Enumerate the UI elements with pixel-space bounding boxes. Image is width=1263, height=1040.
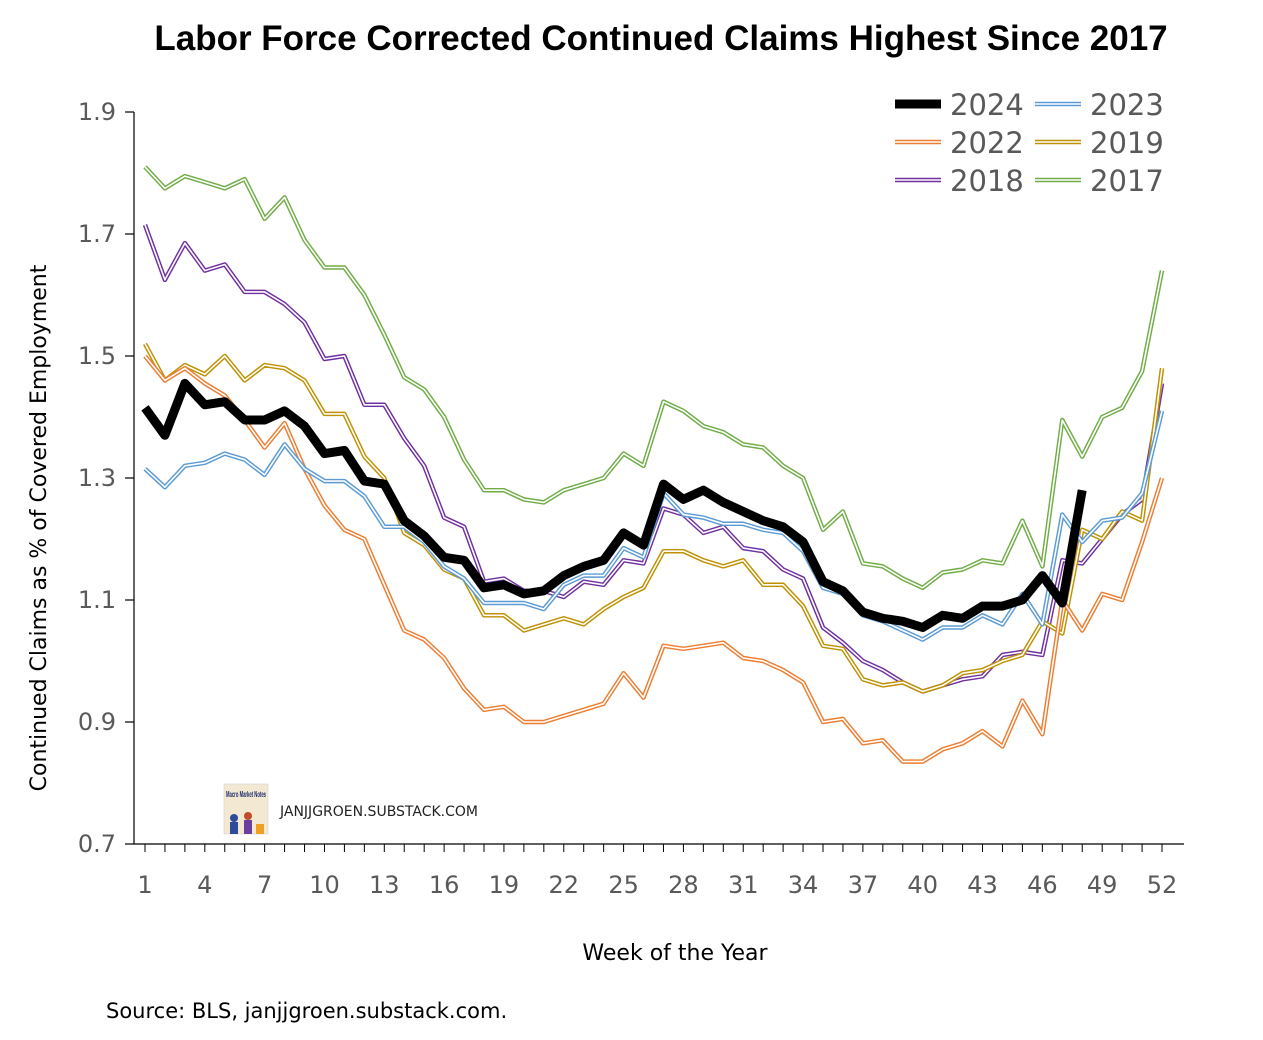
x-tick-label: 31 (728, 871, 759, 899)
x-axis-label: Week of the Year (582, 941, 768, 966)
series-lines (141, 165, 1165, 764)
series-line-inner-2019 (144, 343, 1163, 693)
x-tick-label: 34 (788, 871, 819, 899)
y-tick-label: 0.7 (78, 830, 116, 858)
y-ticks: 0.7 0.9 1.1 1.3 1.5 1.7 1.9 (78, 98, 134, 858)
y-tick-label: 1.7 (78, 220, 116, 248)
legend-item-2022: 2022 (895, 126, 1024, 160)
x-tick-label: 7 (257, 871, 272, 899)
x-tick-label: 37 (848, 871, 879, 899)
legend-label: 2024 (950, 88, 1024, 122)
legend-label: 2018 (950, 164, 1024, 198)
legend-item-2024: 2024 (895, 88, 1024, 122)
series-line-inner-2022 (144, 355, 1163, 763)
axes (133, 112, 1184, 845)
x-tick-label: 43 (967, 871, 998, 899)
y-tick-label: 0.9 (78, 708, 116, 736)
legend-item-2017: 2017 (1035, 164, 1164, 198)
series-line-2024 (141, 378, 1087, 632)
x-tick-label: 1 (137, 871, 152, 899)
chart-title: Labor Force Corrected Continued Claims H… (154, 19, 1167, 58)
x-tick-label: 19 (489, 871, 520, 899)
legend-label: 2023 (1090, 88, 1164, 122)
x-tick-label: 13 (369, 871, 400, 899)
x-tick-label: 49 (1087, 871, 1118, 899)
series-2024 (141, 378, 1087, 632)
series-2022 (143, 354, 1165, 764)
legend-item-2018: 2018 (895, 164, 1024, 198)
legend: 2024 2023 2022 2019 2018 2017 (895, 88, 1164, 198)
legend-label: 2022 (950, 126, 1024, 160)
x-tick-label: 22 (548, 871, 579, 899)
series-2019 (143, 342, 1165, 694)
x-ticks: 1 4 7 10 13 16 19 22 25 28 31 34 37 40 43 46 49 52 (137, 844, 1177, 899)
legend-label: 2017 (1090, 164, 1164, 198)
x-tick-label: 46 (1027, 871, 1058, 899)
y-tick-label: 1.3 (78, 464, 116, 492)
legend-item-2023: 2023 (1035, 88, 1164, 122)
x-tick-label: 16 (429, 871, 460, 899)
x-tick-label: 4 (197, 871, 212, 899)
y-tick-label: 1.1 (78, 586, 116, 614)
watermark-text: JANJJGROEN.SUBSTACK.COM (279, 804, 478, 820)
watermark-logo: Macro Market Notes (223, 783, 269, 835)
x-tick-label: 40 (907, 871, 938, 899)
legend-item-2019: 2019 (1035, 126, 1164, 160)
x-tick-label: 28 (668, 871, 699, 899)
source-note: Source: BLS, janjjgroen.substack.com. (106, 999, 507, 1023)
series-line-inner-2017 (144, 166, 1163, 589)
y-axis-label: Continued Claims as % of Covered Employm… (27, 264, 52, 791)
series-2017 (143, 165, 1165, 591)
y-tick-label: 1.9 (78, 98, 116, 126)
x-tick-label: 25 (608, 871, 639, 899)
legend-label: 2019 (1090, 126, 1164, 160)
y-tick-label: 1.5 (78, 342, 116, 370)
x-tick-label: 10 (309, 871, 340, 899)
logo-text: Macro Market Notes (226, 790, 266, 799)
x-tick-label: 52 (1147, 871, 1178, 899)
